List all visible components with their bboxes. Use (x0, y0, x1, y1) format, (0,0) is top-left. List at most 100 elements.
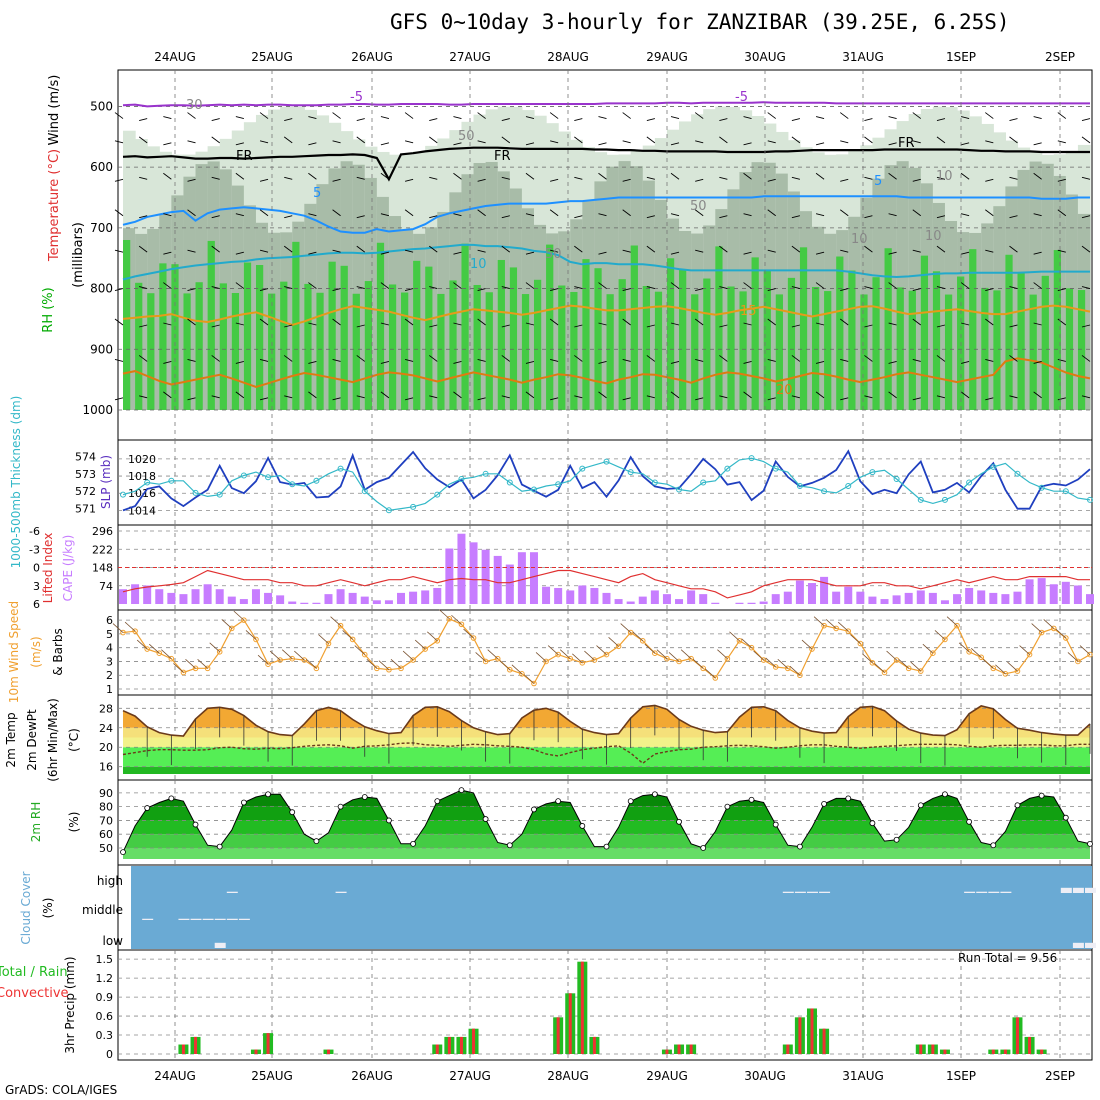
wind-barb (791, 355, 801, 362)
rh-shade-green (703, 278, 711, 410)
rh-point (651, 791, 658, 798)
rh-point (700, 845, 707, 851)
wind-speed-point (386, 666, 392, 673)
wind-barb (791, 176, 801, 180)
wind-barb (791, 215, 801, 219)
cape-bar (360, 596, 369, 604)
wind-barb (259, 140, 269, 144)
wind-barb (791, 136, 801, 144)
cape-bar (505, 564, 514, 604)
wind-speed-point (821, 622, 827, 629)
wind-speed-point (579, 660, 586, 666)
t2m-unit-label: (°C) (67, 728, 81, 752)
wind-barb (139, 176, 148, 180)
thickness-point (966, 479, 973, 486)
thickness-line (122, 457, 1091, 511)
wind-barb (380, 116, 390, 120)
wind-barb (427, 631, 438, 642)
wind-barb (1081, 286, 1091, 290)
cape-bar (312, 602, 321, 604)
rh-shade-green (944, 294, 953, 410)
wind-barb (646, 286, 655, 290)
wind-speed-point (627, 629, 634, 636)
rh-axis-label: RH (%) (41, 287, 56, 332)
cape-bar (687, 590, 696, 604)
wind-barb (864, 136, 873, 144)
wind-speed-point (313, 665, 320, 672)
wind-barb (235, 322, 244, 326)
wind-speed-point (156, 650, 163, 656)
thickness-point (530, 486, 537, 493)
rh-shade-green (328, 261, 336, 410)
wind-barb (501, 176, 510, 180)
wind-barb (670, 360, 680, 364)
cloud-middle-bar (214, 918, 226, 920)
wind-barb (404, 288, 414, 292)
wind-barb (550, 140, 559, 144)
precip-convective-bar (326, 1049, 330, 1054)
wind-speed-point (398, 665, 404, 672)
temperature-axis-label: Temperature (°C) (47, 149, 62, 262)
thickness-tick-label: 573 (75, 468, 96, 481)
wind-barb (694, 209, 704, 217)
cape-bar (602, 592, 611, 604)
rh-shade-green (727, 286, 735, 410)
cape-bar (1013, 591, 1022, 604)
wind-barb (743, 322, 752, 326)
wind-barb (961, 116, 970, 120)
rh-point (1087, 840, 1093, 847)
wind-barb (356, 245, 366, 253)
wind-speed-point (228, 625, 235, 632)
wind10-barbs-label: & Barbs (51, 628, 65, 676)
cape-bar (856, 591, 865, 604)
cape-bar (662, 594, 671, 604)
wind-barb (308, 251, 317, 255)
wind-barb (1033, 172, 1042, 180)
rh-shade-green (364, 281, 373, 410)
li-tick-label: -6 (29, 525, 40, 538)
cape-bar (807, 583, 816, 604)
pressure-tick-label: 500 (90, 99, 113, 113)
precip-convective-bar (459, 1036, 463, 1054)
wind-speed-point (712, 675, 719, 681)
cape-bar (457, 533, 466, 604)
rh-tick-label: 60 (99, 828, 113, 841)
isotherm-15-line (122, 304, 1091, 327)
rh-shade-green (848, 270, 856, 410)
thickness-point (579, 465, 586, 472)
wind-barb (1033, 116, 1042, 120)
wind-barb (839, 209, 849, 217)
thickness-tick-label: 574 (75, 450, 96, 463)
wind-speed-point (253, 636, 259, 643)
wind-barb (743, 360, 752, 364)
wind-barb (308, 172, 317, 180)
wind-barb (936, 355, 946, 362)
wind-barb (525, 142, 535, 146)
cloud-high-bar (964, 891, 976, 893)
wind-barb (912, 209, 922, 217)
cape-bar (421, 590, 430, 604)
thickness-point (651, 479, 658, 486)
wind-barb (864, 176, 873, 180)
wind-barb (535, 652, 547, 662)
cloud-axis-label: Cloud Cover (19, 871, 33, 944)
wind-barb (366, 659, 378, 669)
rh-point (579, 823, 586, 829)
cape-bar (409, 591, 418, 604)
contour-label: 20 (776, 383, 793, 398)
wind-barb (380, 391, 390, 399)
wind-barb (211, 176, 220, 180)
pressure-tick-label: 1000 (82, 403, 113, 417)
wind-barb (429, 286, 438, 290)
wind-barb (705, 668, 716, 679)
wind-barb (574, 355, 583, 362)
top-date-label: 29AUG (646, 50, 688, 64)
wind-speed-point (1038, 629, 1045, 636)
contour-label: FR (494, 149, 511, 164)
cape-bar (517, 552, 526, 604)
cape-bar (940, 600, 949, 604)
wind-barb (284, 176, 293, 180)
temp-line (122, 704, 1091, 737)
wind-barb (646, 355, 656, 362)
wind-barb (574, 245, 583, 253)
